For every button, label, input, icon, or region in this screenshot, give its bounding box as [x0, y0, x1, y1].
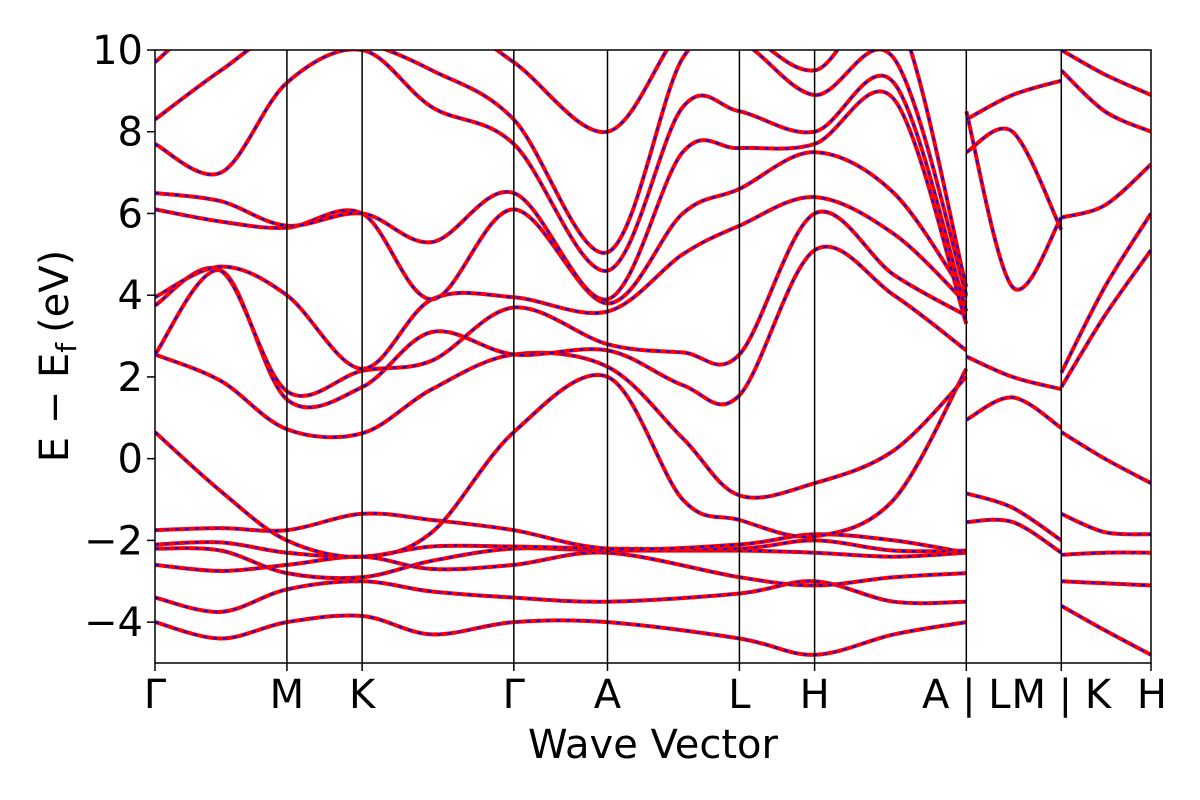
- y-tick-label: 8: [118, 110, 143, 156]
- band-line-solid: [155, 50, 969, 288]
- band-line-dashed: [965, 396, 1062, 429]
- y-axis-label: E − Ef (eV): [32, 250, 83, 463]
- x-tick-label: H: [800, 672, 830, 718]
- band-line-dashed: [1060, 212, 1151, 374]
- band-line-solid: [965, 395, 1063, 430]
- band-line-dashed: [966, 492, 1062, 542]
- band-line-solid: [1059, 68, 1151, 134]
- band-line-solid: [965, 491, 1063, 543]
- y-axis-ticks: −4 −2 0 2 4 6 8 10: [84, 28, 155, 646]
- plot-frame: [154, 49, 1152, 664]
- y-tick-label: −4: [84, 600, 143, 646]
- band-line-solid: [155, 538, 967, 559]
- band-line-dashed: [155, 50, 968, 288]
- x-tick-label: Γ: [503, 672, 526, 718]
- y-tick-label: 10: [92, 28, 143, 74]
- band-line-solid: [155, 50, 969, 313]
- y-axis-label-main: E − E: [32, 353, 78, 463]
- band-line-dashed: [1060, 50, 1151, 96]
- band-line-dashed: [155, 210, 967, 397]
- band-line-solid: [155, 579, 967, 614]
- x-tick-label: Γ: [144, 672, 167, 718]
- high-symmetry-lines: [286, 50, 1063, 663]
- band-line-dashed: [155, 351, 968, 499]
- band-line-solid: [966, 517, 1063, 555]
- y-tick-label: 0: [118, 437, 143, 483]
- band-line-dashed: [155, 614, 967, 656]
- band-line-solid: [965, 354, 1062, 392]
- band-line-dashed: [155, 196, 967, 370]
- x-tick-label: K: [349, 672, 377, 718]
- y-axis-label-subscript: f: [50, 342, 83, 353]
- x-tick-label: A: [594, 672, 622, 718]
- band-line-solid: [965, 78, 1062, 122]
- band-line-dashed: [1060, 69, 1151, 133]
- x-tick-label: H: [1137, 672, 1167, 718]
- y-axis-label-unit: (eV): [32, 250, 78, 333]
- x-tick-label: A | L: [922, 672, 1011, 718]
- band-line-solid: [155, 209, 968, 398]
- x-axis-label: Wave Vector: [528, 722, 779, 768]
- band-line-dashed: [965, 355, 1062, 391]
- band-line-dashed: [1060, 512, 1151, 536]
- band-line-dashed: [155, 551, 967, 587]
- band-line-dashed: [1061, 580, 1151, 587]
- band-line-dashed: [965, 111, 1063, 291]
- band-line-solid: [1059, 249, 1151, 389]
- band-line-solid: [1060, 50, 1151, 97]
- y-tick-label: 2: [118, 355, 143, 401]
- band-line-dashed: [1060, 604, 1151, 656]
- band-line-dashed: [966, 518, 1062, 554]
- band-line-dashed: [155, 151, 968, 305]
- band-line-solid: [1060, 430, 1151, 485]
- bands-layer: [155, 50, 1151, 657]
- x-tick-label: M: [270, 672, 305, 718]
- band-line-dashed: [1060, 431, 1151, 485]
- band-line-solid: [155, 367, 969, 559]
- y-tick-label: 4: [118, 273, 143, 319]
- y-tick-label: −2: [84, 518, 143, 564]
- band-line-dashed: [965, 79, 1062, 121]
- band-line-solid: [965, 126, 1064, 231]
- band-line-dashed: [1061, 551, 1151, 556]
- band-line-dashed: [155, 245, 967, 409]
- band-line-dashed: [155, 90, 968, 325]
- band-line-dashed: [1061, 163, 1151, 219]
- band-line-solid: [1060, 162, 1151, 220]
- x-tick-label: L: [728, 672, 751, 718]
- band-line-solid: [155, 244, 968, 410]
- band-line-dashed: [155, 50, 968, 312]
- band-line-dashed: [1060, 249, 1151, 388]
- band-line-solid: [1060, 511, 1151, 537]
- band-line-solid: [1059, 212, 1151, 374]
- x-tick-label: M | K: [1011, 672, 1112, 718]
- y-tick-label: 6: [118, 191, 143, 237]
